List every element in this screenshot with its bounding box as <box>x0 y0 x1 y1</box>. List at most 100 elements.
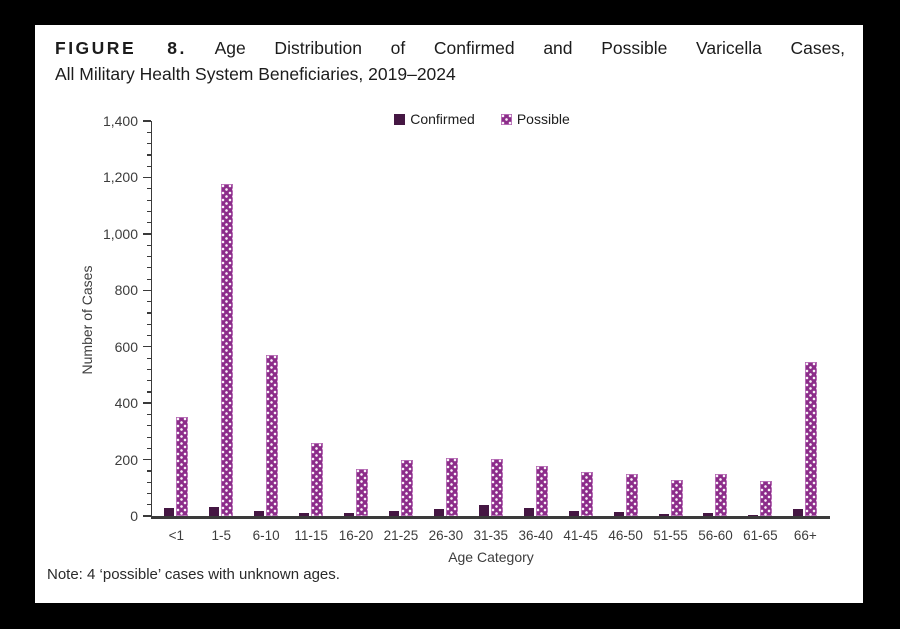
bar-possible-1-5 <box>221 184 234 516</box>
y-tick-label: 400 <box>114 395 138 412</box>
y-tick-label: 1,400 <box>102 113 138 129</box>
bar-confirmed-26-30 <box>433 509 444 516</box>
y-minor-tick <box>147 199 151 201</box>
y-minor-tick <box>147 470 151 472</box>
y-major-tick <box>143 345 151 348</box>
x-tick-label-6-10: 6-10 <box>252 528 280 543</box>
possible-swatch-icon <box>500 113 512 125</box>
bar-possible-21-25 <box>400 459 413 516</box>
y-minor-tick <box>147 188 151 190</box>
bar-confirmed-36-40 <box>523 508 534 516</box>
bar-confirmed-56-60 <box>703 512 714 516</box>
legend-label-possible: Possible <box>516 111 570 127</box>
x-tick-label-26-30: 26-30 <box>428 528 464 543</box>
y-minor-tick <box>147 222 151 224</box>
y-minor-tick <box>147 492 151 495</box>
y-minor-tick <box>147 244 151 246</box>
x-tick-label-36-40: 36-40 <box>518 528 553 543</box>
bar-possible-36-40 <box>535 465 548 516</box>
legend-item-possible: Possible <box>500 111 570 127</box>
y-major-tick <box>143 289 151 292</box>
x-tick-label-<1: <1 <box>168 528 184 543</box>
bar-confirmed-6-10 <box>254 511 265 516</box>
y-minor-tick <box>147 301 151 303</box>
y-tick-label: 800 <box>114 282 138 299</box>
y-minor-tick <box>147 447 151 449</box>
figure-number-label: FIGURE 8. <box>55 38 187 58</box>
y-major-tick <box>143 120 151 122</box>
x-tick-label-41-45: 41-45 <box>563 528 598 543</box>
legend-item-confirmed: Confirmed <box>394 111 475 127</box>
y-minor-tick <box>147 210 151 212</box>
figure-note: Note: 4 ‘possible’ cases with unknown ag… <box>47 566 340 583</box>
bar-possible-56-60 <box>715 473 728 516</box>
bar-possible-61-65 <box>760 481 773 516</box>
bar-possible-66+ <box>805 362 818 516</box>
y-minor-tick <box>147 312 151 314</box>
bar-possible-51-55 <box>670 480 683 516</box>
y-minor-tick <box>147 255 151 258</box>
y-major-tick <box>143 458 151 461</box>
y-minor-tick <box>147 436 151 438</box>
x-tick-label-61-65: 61-65 <box>743 528 778 543</box>
x-tick-label-51-55: 51-55 <box>653 528 688 543</box>
y-minor-tick <box>147 413 151 416</box>
y-minor-tick <box>147 391 151 393</box>
y-tick-label: 200 <box>114 451 138 468</box>
figure-title-text: Age Distribution of Confirmed and Possib… <box>214 38 845 58</box>
bar-confirmed-41-45 <box>568 511 579 516</box>
bar-chart-plot-area: 0 200 400 600 800 1,000 1,200 1,400 <1 1-5 6-10 11-… <box>35 25 863 603</box>
y-axis-title: Number of Cases <box>79 265 95 375</box>
y-major-tick <box>143 233 151 235</box>
y-minor-tick <box>147 368 151 370</box>
bar-possible-16-20 <box>356 469 369 516</box>
y-minor-tick <box>147 334 151 337</box>
x-tick-label-56-60: 56-60 <box>698 528 733 543</box>
confirmed-swatch-icon <box>394 113 406 125</box>
bar-confirmed-21-25 <box>388 510 399 516</box>
y-tick-label: 1,000 <box>102 225 138 242</box>
y-minor-tick <box>147 425 151 427</box>
bar-possible-11-15 <box>311 442 324 516</box>
y-minor-tick <box>147 504 151 506</box>
x-tick-label-21-25: 21-25 <box>383 528 419 543</box>
y-minor-tick <box>147 165 151 167</box>
bar-possible-26-30 <box>445 458 458 516</box>
bar-possible-46-50 <box>625 474 638 516</box>
bar-confirmed-61-65 <box>748 515 759 516</box>
bar-possible-<1 <box>176 417 189 516</box>
x-axis-title: Age Category <box>448 549 534 565</box>
y-minor-tick <box>147 131 151 133</box>
figure-title-line2: All Military Health System Beneficiaries… <box>55 64 456 84</box>
bar-possible-31-35 <box>490 458 503 516</box>
x-tick-label-31-35: 31-35 <box>473 528 509 543</box>
y-minor-tick <box>147 323 151 325</box>
x-tick-label-11-15: 11-15 <box>294 528 328 543</box>
bar-possible-41-45 <box>580 472 593 516</box>
y-minor-tick <box>147 154 151 156</box>
figure-title: FIGURE 8. Age Distribution of Confirmed … <box>55 35 845 87</box>
bar-confirmed-66+ <box>793 508 804 516</box>
bar-confirmed-16-20 <box>344 513 355 516</box>
chart-legend: Confirmed Possible <box>152 111 812 127</box>
x-tick-label-1-5: 1-5 <box>211 528 231 543</box>
x-tick-label-66+: 66+ <box>793 528 817 543</box>
y-minor-tick <box>147 357 151 359</box>
bar-confirmed-46-50 <box>613 511 624 516</box>
y-minor-tick <box>147 143 151 145</box>
bar-confirmed-1-5 <box>209 506 220 516</box>
bar-confirmed-<1 <box>164 508 175 516</box>
y-minor-tick <box>147 267 151 269</box>
bar-confirmed-11-15 <box>299 513 310 516</box>
bar-possible-6-10 <box>266 355 279 516</box>
legend-label-confirmed: Confirmed <box>410 111 475 127</box>
x-tick-label-46-50: 46-50 <box>608 528 643 543</box>
x-axis-line <box>150 516 830 519</box>
y-minor-tick <box>147 380 151 382</box>
y-major-tick <box>143 515 151 517</box>
y-minor-tick <box>147 278 151 280</box>
figure-title-line1: FIGURE 8. Age Distribution of Confirmed … <box>55 35 845 61</box>
figure-panel: FIGURE 8. Age Distribution of Confirmed … <box>35 25 863 603</box>
y-tick-label: 0 <box>130 508 138 524</box>
